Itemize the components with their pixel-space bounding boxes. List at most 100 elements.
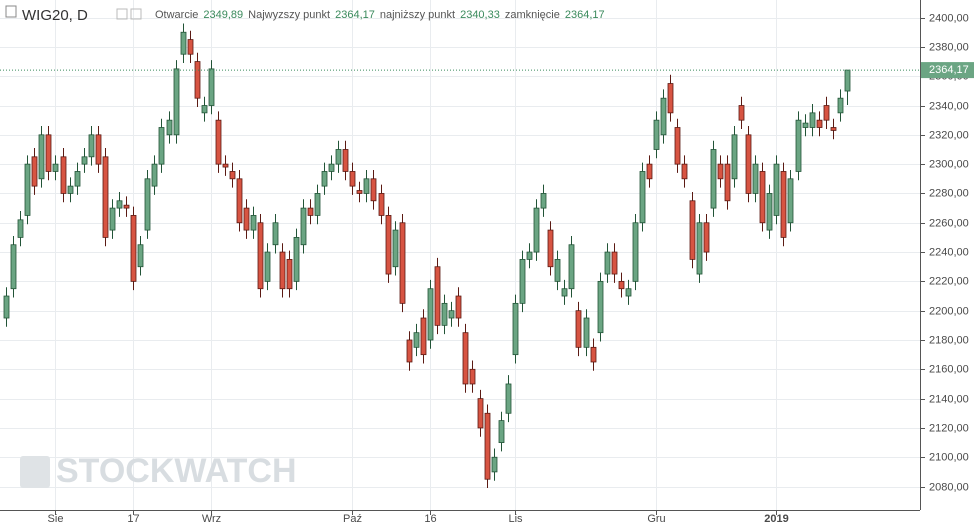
x-tick-label: Wrz [202,513,221,525]
candle-body [448,310,455,319]
y-tick-label: 2100,00 [929,451,969,463]
ohlc-value: 2340,33 [460,9,500,21]
symbol-icon [5,5,17,18]
candle-body [378,193,385,216]
candle-body [17,219,24,238]
candle-body [166,119,173,136]
candle-body [505,383,512,414]
candle-body [787,178,794,224]
candle-body [95,134,102,165]
candle-body [31,156,38,187]
candle-body [102,156,109,238]
candle-body [335,149,342,165]
candle-body [752,163,759,194]
candle-body [441,302,448,326]
candle-body [491,456,498,473]
y-tick-label: 2200,00 [929,305,969,317]
candle-body [109,207,116,231]
ohlc-name: Otwarcie [155,9,198,21]
candle-body [533,207,540,253]
candle-body [45,134,52,172]
candle-body [519,258,526,304]
price-label-bg [921,62,974,79]
candle-body [561,288,568,297]
candle-body [773,163,780,216]
x-tick-label: 2019 [764,513,788,525]
candle-body [575,310,582,348]
candle-body [363,178,370,194]
candle-body [455,295,462,319]
candle-body [583,317,590,348]
candle-body [809,112,816,128]
settings-icon[interactable] [116,8,128,20]
candle-body [823,105,830,121]
candle-body [116,200,123,209]
candle-body [667,83,674,114]
candle-body [38,134,45,180]
candle-body [568,244,575,290]
header: WIG20, D Otwarcie 2349,89 Najwyzszy punkt 2… [5,5,605,24]
close-icon[interactable] [130,8,142,20]
candle-body [660,97,667,136]
candle-body [385,215,392,275]
y-tick-label: 2340,00 [929,100,969,112]
y-tick-label: 2120,00 [929,422,969,434]
candle-body [314,193,321,216]
watermark: STOCKWATCH [56,452,297,490]
candle-body [745,134,752,194]
candle-body [681,163,688,180]
x-tick-label: Sie [48,513,64,525]
candle-body [717,163,724,180]
candle-body [590,346,597,363]
candle-body [802,122,809,128]
candle-body [173,68,180,136]
candle-body [3,295,10,319]
candle-body [151,163,158,187]
price-label: 2364,17 [929,64,969,76]
candle-body [88,134,95,158]
candle-body [689,200,696,260]
candle-body [279,251,286,290]
candle-body [392,229,399,268]
candle-body [696,222,703,275]
candle-body [60,156,67,194]
y-tick-label: 2080,00 [929,481,969,493]
candle-body [215,119,222,165]
candle-body [81,156,88,165]
candle-body [123,204,130,209]
candle-body [286,258,293,290]
candle-body [321,171,328,187]
candle-body [830,127,837,131]
candle-body [837,97,844,114]
candle-body [611,251,618,275]
candles [3,23,851,489]
candle-body [250,215,257,231]
x-tick-label: Paź [343,513,362,525]
candle-body [406,339,413,363]
y-tick-label: 2160,00 [929,363,969,375]
candle-body [597,280,604,334]
y-tick-label: 2280,00 [929,187,969,199]
candle-body [469,368,476,385]
candle-body [144,178,151,231]
candle-body [52,163,59,172]
candle-body [703,222,710,253]
candle-body [816,119,823,128]
ohlc-value: 2349,89 [203,9,243,21]
candle-body [413,332,420,348]
candle-body [10,244,17,290]
candle-body [477,398,484,429]
candle-body [724,163,731,202]
candle-body [307,207,314,216]
ohlc-name: Najwyzszy punkt [248,9,330,21]
candle-body [328,163,335,172]
y-tick-label: 2380,00 [929,41,969,53]
candle-body [738,105,745,121]
y-tick-label: 2240,00 [929,246,969,258]
candle-body [780,171,787,238]
candle-body [639,171,646,224]
candle-body [427,288,434,341]
candle-body [293,237,300,282]
candle-body [646,163,653,180]
